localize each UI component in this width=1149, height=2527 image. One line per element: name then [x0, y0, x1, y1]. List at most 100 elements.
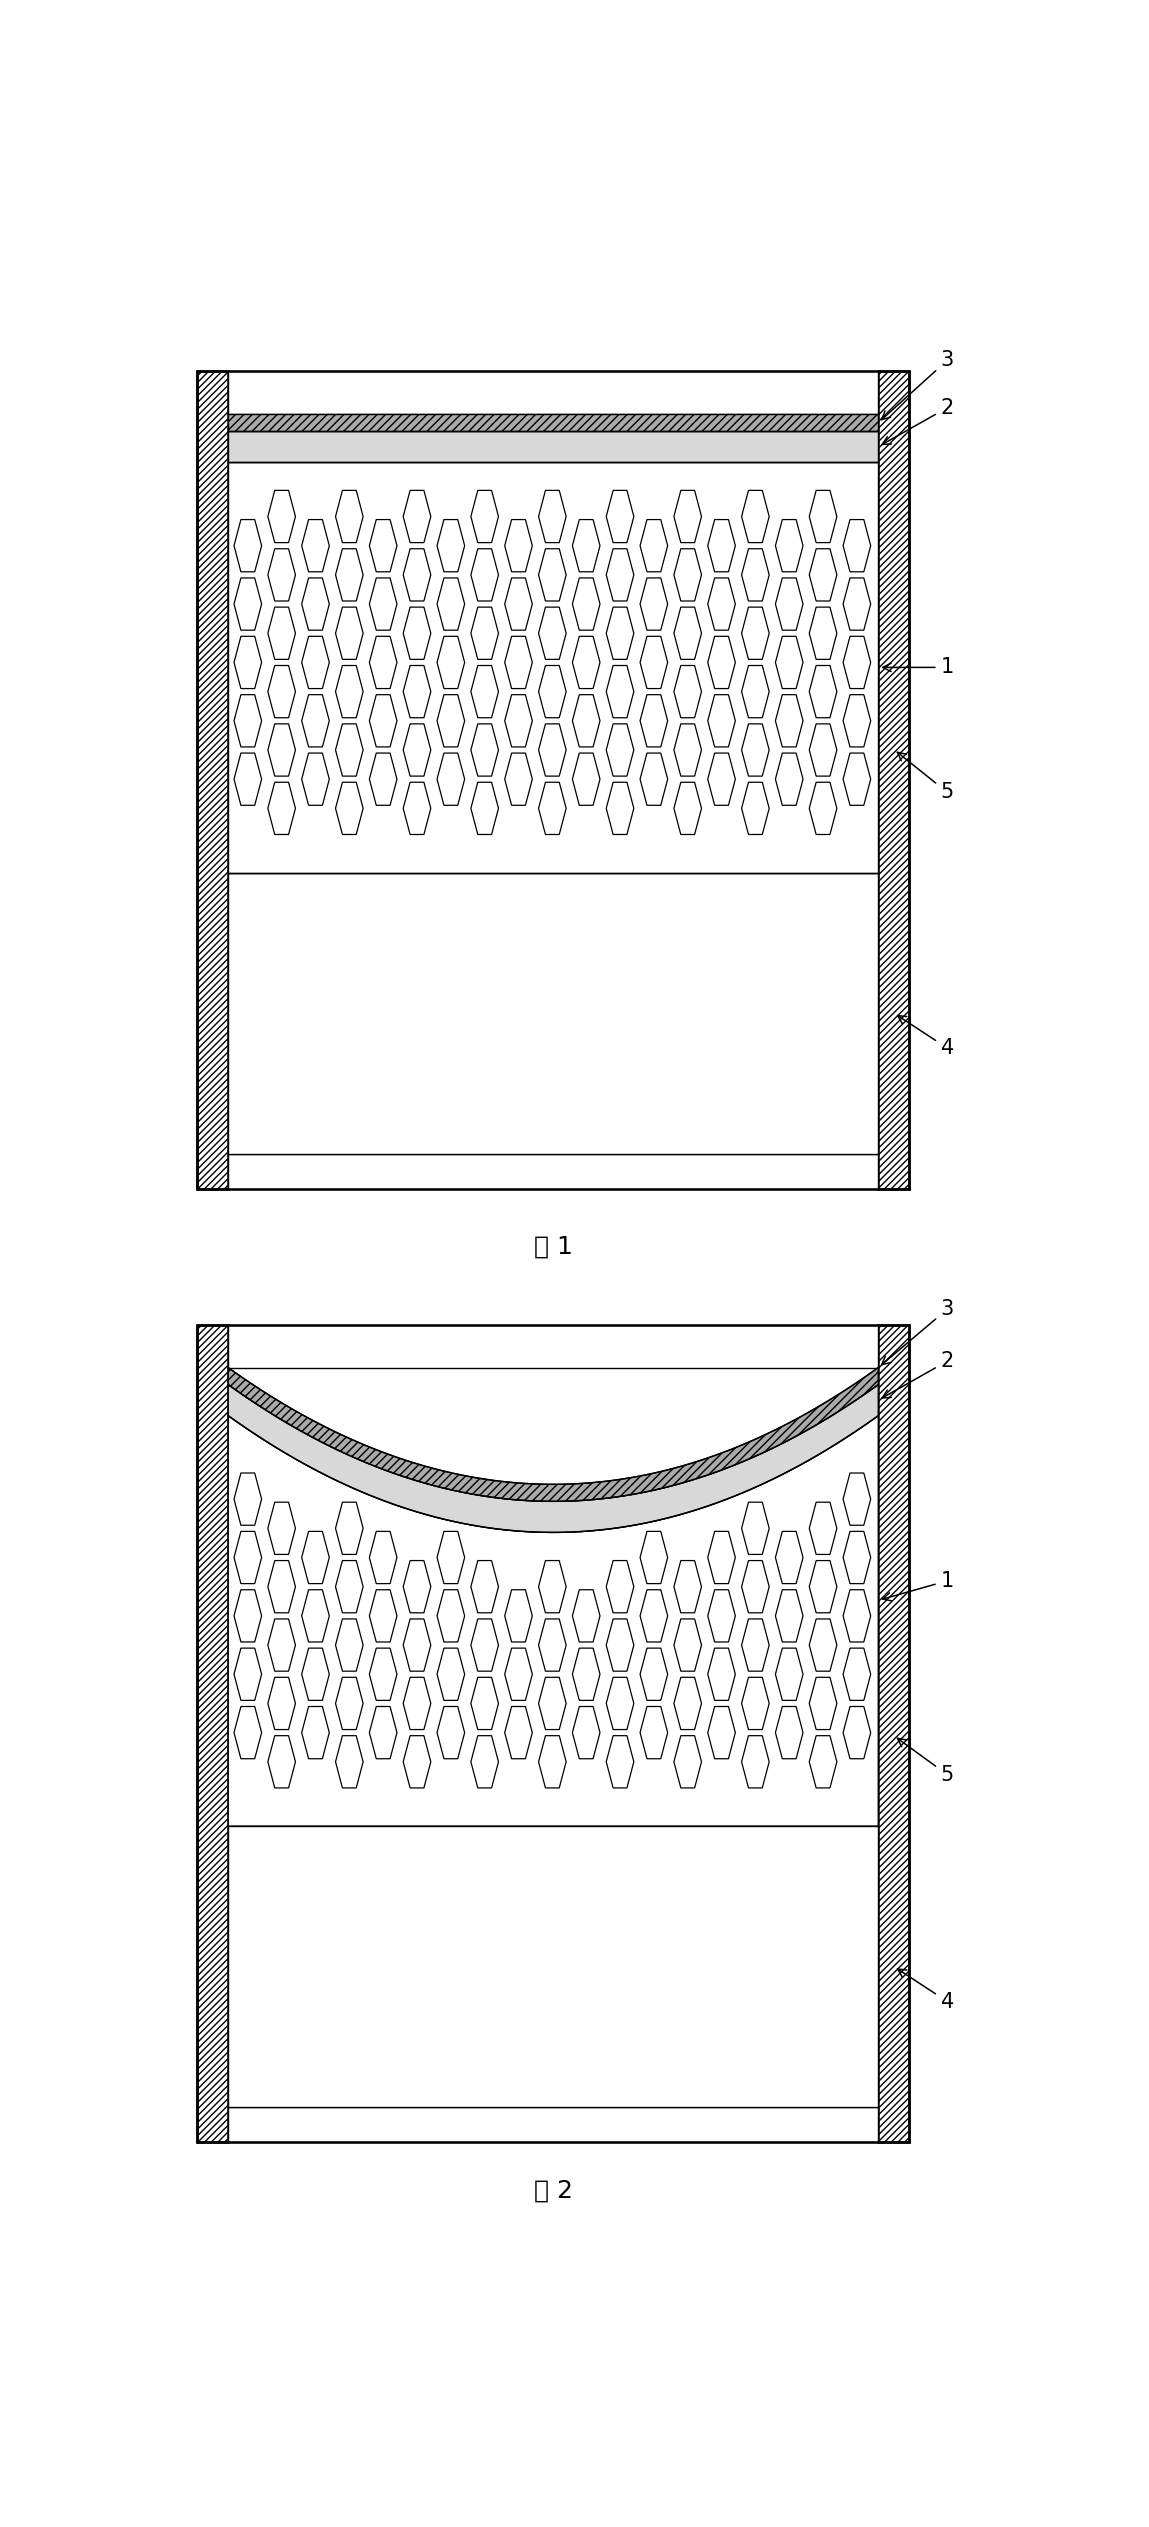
- Text: 4: 4: [897, 1969, 954, 2011]
- Polygon shape: [809, 606, 836, 660]
- Polygon shape: [336, 1562, 363, 1612]
- Polygon shape: [809, 1678, 836, 1728]
- Polygon shape: [369, 1648, 396, 1701]
- Polygon shape: [302, 695, 330, 748]
- Polygon shape: [234, 637, 262, 687]
- Polygon shape: [776, 753, 803, 806]
- Polygon shape: [369, 695, 396, 748]
- Polygon shape: [234, 1531, 262, 1584]
- Polygon shape: [336, 490, 363, 543]
- Polygon shape: [403, 1562, 431, 1612]
- Polygon shape: [268, 723, 295, 776]
- Polygon shape: [302, 1531, 330, 1584]
- Polygon shape: [302, 753, 330, 806]
- Polygon shape: [708, 637, 735, 687]
- Polygon shape: [809, 783, 836, 834]
- Bar: [229, 462, 878, 872]
- Polygon shape: [229, 1385, 878, 1531]
- Polygon shape: [776, 1531, 803, 1584]
- Bar: [229, 414, 878, 432]
- Polygon shape: [539, 783, 566, 834]
- Text: 3: 3: [881, 1299, 954, 1365]
- Polygon shape: [268, 548, 295, 601]
- Polygon shape: [640, 1706, 668, 1759]
- Polygon shape: [539, 490, 566, 543]
- Polygon shape: [403, 548, 431, 601]
- Text: 1: 1: [882, 657, 954, 677]
- Polygon shape: [539, 606, 566, 660]
- Polygon shape: [539, 1620, 566, 1670]
- Polygon shape: [809, 1620, 836, 1670]
- Polygon shape: [539, 1562, 566, 1612]
- Polygon shape: [776, 1648, 803, 1701]
- Polygon shape: [708, 1706, 735, 1759]
- Bar: [198, 371, 229, 1188]
- Polygon shape: [234, 695, 262, 748]
- Polygon shape: [234, 1473, 262, 1526]
- Polygon shape: [437, 637, 464, 687]
- Bar: [198, 1324, 910, 2143]
- Polygon shape: [302, 579, 330, 629]
- Polygon shape: [640, 1589, 668, 1643]
- Text: 5: 5: [897, 1739, 954, 1784]
- Polygon shape: [437, 753, 464, 806]
- Polygon shape: [607, 490, 634, 543]
- Polygon shape: [437, 521, 464, 571]
- Polygon shape: [843, 753, 871, 806]
- Bar: [878, 1324, 910, 2143]
- Polygon shape: [336, 723, 363, 776]
- Polygon shape: [268, 1620, 295, 1670]
- Polygon shape: [403, 1678, 431, 1728]
- Polygon shape: [471, 665, 499, 718]
- Polygon shape: [741, 1501, 769, 1554]
- Polygon shape: [504, 1648, 532, 1701]
- Polygon shape: [607, 1562, 634, 1612]
- Polygon shape: [234, 753, 262, 806]
- Polygon shape: [674, 1562, 702, 1612]
- Polygon shape: [539, 1678, 566, 1728]
- Polygon shape: [640, 521, 668, 571]
- Polygon shape: [403, 1736, 431, 1789]
- Polygon shape: [268, 1501, 295, 1554]
- Bar: [198, 1324, 229, 2143]
- Polygon shape: [776, 579, 803, 629]
- Polygon shape: [336, 1736, 363, 1789]
- Polygon shape: [403, 606, 431, 660]
- Polygon shape: [843, 521, 871, 571]
- Polygon shape: [234, 1589, 262, 1643]
- Polygon shape: [741, 490, 769, 543]
- Polygon shape: [776, 1706, 803, 1759]
- Polygon shape: [674, 548, 702, 601]
- Polygon shape: [234, 1706, 262, 1759]
- Polygon shape: [776, 695, 803, 748]
- Polygon shape: [268, 665, 295, 718]
- Polygon shape: [302, 1648, 330, 1701]
- Polygon shape: [572, 1648, 600, 1701]
- Polygon shape: [674, 1736, 702, 1789]
- Polygon shape: [302, 637, 330, 687]
- Polygon shape: [403, 665, 431, 718]
- Polygon shape: [640, 695, 668, 748]
- Text: 2: 2: [882, 1352, 954, 1397]
- Text: 图 1: 图 1: [534, 1236, 572, 1258]
- Polygon shape: [741, 606, 769, 660]
- Polygon shape: [640, 579, 668, 629]
- Text: 图 2: 图 2: [534, 2178, 572, 2204]
- Polygon shape: [369, 753, 396, 806]
- Polygon shape: [741, 1562, 769, 1612]
- Polygon shape: [437, 579, 464, 629]
- Polygon shape: [437, 1706, 464, 1759]
- Polygon shape: [504, 753, 532, 806]
- Polygon shape: [843, 579, 871, 629]
- Polygon shape: [504, 521, 532, 571]
- Polygon shape: [708, 521, 735, 571]
- Polygon shape: [809, 1562, 836, 1612]
- Polygon shape: [336, 548, 363, 601]
- Polygon shape: [607, 1678, 634, 1728]
- Polygon shape: [471, 1678, 499, 1728]
- Polygon shape: [369, 637, 396, 687]
- Polygon shape: [572, 1589, 600, 1643]
- Polygon shape: [302, 1589, 330, 1643]
- Polygon shape: [302, 1706, 330, 1759]
- Polygon shape: [504, 579, 532, 629]
